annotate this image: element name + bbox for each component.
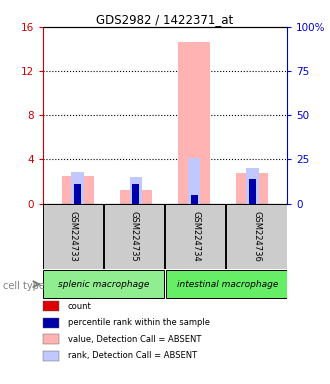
Bar [191,202,198,204]
Bar [43,204,103,269]
Text: GSM224733: GSM224733 [69,211,78,262]
Bar [132,184,139,204]
Bar [191,195,198,204]
Text: value, Detection Call = ABSENT: value, Detection Call = ABSENT [68,335,201,344]
Bar [236,173,268,204]
Bar [74,184,81,204]
Bar [62,176,94,204]
Bar [249,202,256,204]
Bar [104,204,164,269]
Bar [246,168,259,204]
Bar [132,202,139,204]
Bar [120,190,152,204]
Title: GDS2982 / 1422371_at: GDS2982 / 1422371_at [96,13,234,26]
Text: rank, Detection Call = ABSENT: rank, Detection Call = ABSENT [68,351,197,360]
Text: intestinal macrophage: intestinal macrophage [177,280,278,289]
Bar [226,204,286,269]
Text: cell type: cell type [3,281,45,291]
Text: count: count [68,302,91,311]
Bar [249,179,256,204]
Bar [74,202,81,204]
Bar [178,42,210,204]
Text: splenic macrophage: splenic macrophage [58,280,149,289]
Bar [71,172,84,204]
Bar [130,177,142,204]
Bar [166,270,287,298]
Text: GSM224736: GSM224736 [252,211,261,262]
Bar [165,204,225,269]
Bar [43,270,164,298]
Text: percentile rank within the sample: percentile rank within the sample [68,318,210,327]
Text: GSM224734: GSM224734 [191,211,200,262]
Bar [188,157,200,204]
Text: GSM224735: GSM224735 [130,211,139,262]
